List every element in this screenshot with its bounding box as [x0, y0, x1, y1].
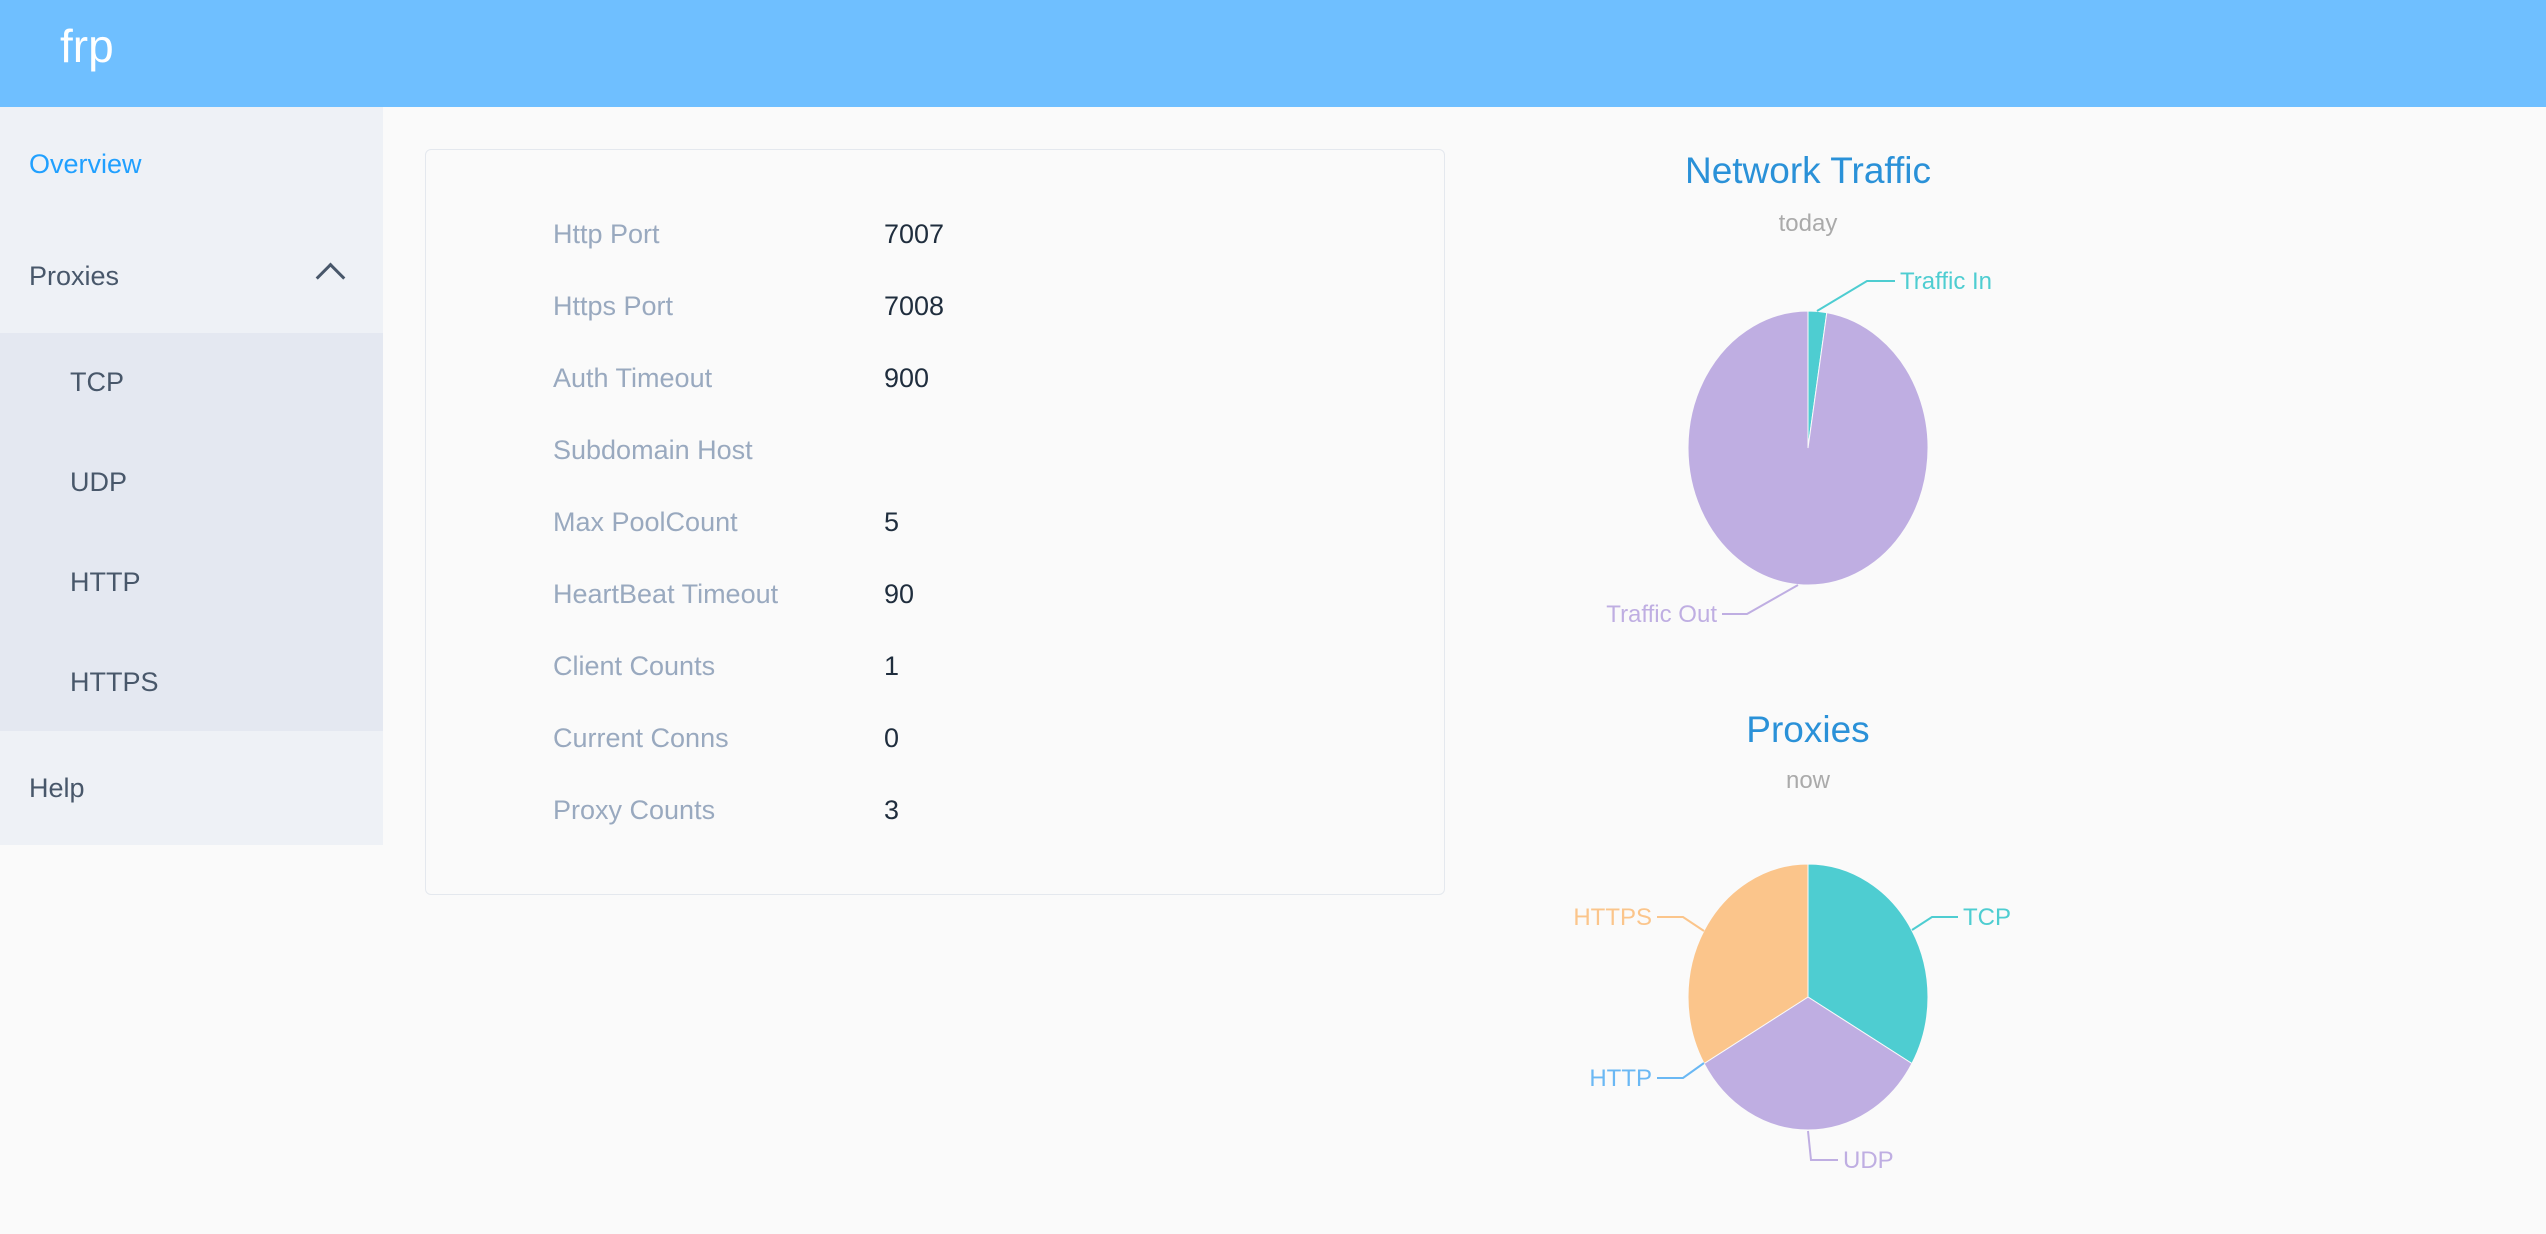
sidebar-item-http[interactable]: HTTP [70, 567, 141, 597]
sidebar-item-overview[interactable]: Overview [29, 149, 142, 179]
slice-traffic-out[interactable] [1687, 310, 1929, 586]
proxies-chart-subtitle: now [1785, 767, 1831, 794]
label-traffic-out: Traffic Out [1606, 601, 1717, 628]
leader-traffic-in [1816, 280, 1895, 312]
proxies-chart-title: Proxies [1746, 709, 1870, 750]
app-logo[interactable]: frp [60, 20, 114, 72]
info-value: 900 [884, 363, 930, 393]
info-label: HeartBeat Timeout [553, 579, 779, 609]
app-header: frp [0, 0, 2546, 107]
leader-tcp [1911, 916, 1958, 931]
sidebar-item-proxies[interactable]: Proxies [29, 256, 383, 296]
sidebar-item-help[interactable]: Help [29, 773, 85, 803]
traffic-chart-title: Network Traffic [1684, 150, 1932, 191]
server-info-card: Http Port 7007 Https Port 7008 Auth Timeout 9… [425, 149, 1445, 895]
info-label: Auth Timeout [553, 363, 713, 393]
info-value: 1 [884, 651, 900, 681]
leader-http [1657, 1062, 1705, 1079]
info-value: 7007 [884, 219, 945, 249]
sidebar-item-https[interactable]: HTTPS [70, 667, 159, 697]
proxies-pie [1687, 863, 1929, 1131]
info-value: 0 [884, 723, 900, 753]
label-udp: UDP [1843, 1147, 1894, 1174]
leader-traffic-out [1722, 584, 1799, 615]
info-value: 7008 [884, 291, 945, 321]
slice-tcp[interactable] [1807, 863, 1929, 1065]
label-https: HTTPS [1573, 904, 1652, 931]
label-traffic-in: Traffic In [1900, 268, 1992, 295]
leader-https [1657, 916, 1705, 932]
leader-udp [1807, 1130, 1838, 1161]
label-tcp: TCP [1963, 904, 2011, 931]
sidebar: Overview Proxies TCP UDP HTTP HTTPS Help [0, 107, 383, 845]
sidebar-item-tcp[interactable]: TCP [70, 367, 124, 397]
info-label: Subdomain Host [553, 435, 753, 465]
slice-udp[interactable] [1703, 996, 1913, 1131]
proxies-submenu [0, 333, 383, 731]
info-label: Https Port [553, 291, 674, 321]
proxies-label: Proxies [29, 261, 120, 291]
traffic-pie [1687, 310, 1929, 586]
info-label: Client Counts [553, 651, 716, 681]
info-value: 5 [884, 507, 900, 537]
label-http: HTTP [1589, 1065, 1652, 1092]
info-label: Current Conns [553, 723, 729, 753]
info-label: Http Port [553, 219, 660, 249]
info-value: 3 [884, 795, 900, 825]
info-value: 90 [884, 579, 915, 609]
traffic-chart-subtitle: today [1778, 210, 1838, 237]
info-label: Max PoolCount [553, 507, 738, 537]
sidebar-item-udp[interactable]: UDP [70, 467, 128, 497]
info-label: Proxy Counts [553, 795, 716, 825]
